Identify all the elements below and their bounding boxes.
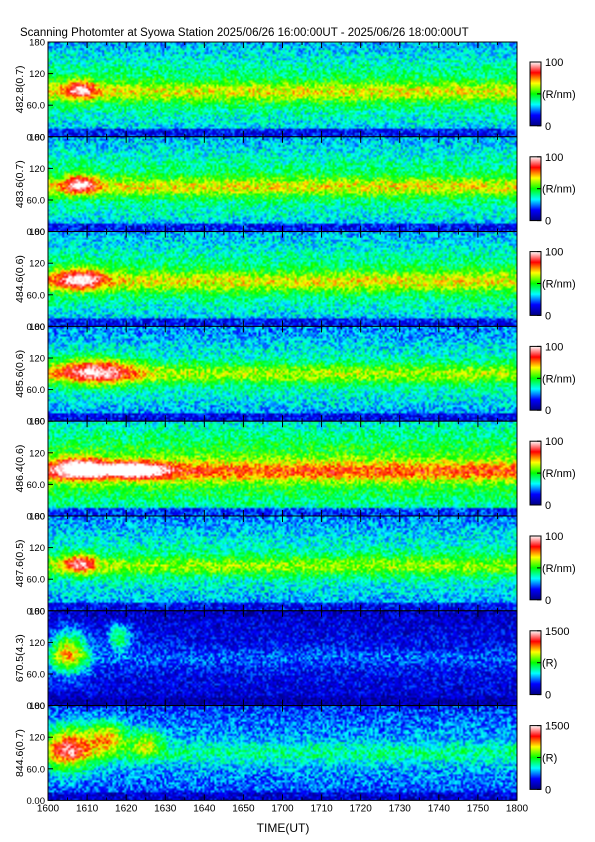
y-tick-label: 60.0 <box>27 575 46 586</box>
x-tick-label: 1620 <box>115 803 138 814</box>
panel-5: 0.00 60.0 120 180 486.4(0.6) 100 0 (R/nm) <box>14 417 576 523</box>
heatmap-image <box>48 231 517 327</box>
colorbar-min-label: 0 <box>545 121 551 133</box>
y-tick-label: 120 <box>29 448 45 459</box>
heatmap-image <box>48 326 517 422</box>
y-tick-label: 60.0 <box>27 196 46 207</box>
x-tick-label: 1700 <box>271 803 294 814</box>
y-tick-label: 0.00 <box>27 796 46 807</box>
y-axis-label: 483.6(0.7) <box>14 160 26 208</box>
y-tick-label: 60.0 <box>27 290 46 301</box>
colorbar-min-label: 0 <box>545 595 551 607</box>
y-axis-label: 486.4(0.6) <box>14 445 26 493</box>
colorbar-max-label: 100 <box>545 247 563 259</box>
x-tick-label: 1710 <box>310 803 333 814</box>
x-tick-label: 1650 <box>232 803 255 814</box>
chart-title: Scanning Photomter at Syowa Station 2025… <box>20 27 469 39</box>
panel-1: 0.00 60.0 120 180 482.8(0.7) 100 0 (R/nm) <box>14 38 576 144</box>
colorbar-max-label: 1500 <box>545 721 569 733</box>
x-tick-label: 1720 <box>350 803 373 814</box>
heatmap-image <box>48 516 517 611</box>
y-tick-label: 0.00 <box>27 227 46 238</box>
y-tick-label: 60.0 <box>27 764 46 775</box>
y-tick-label: 180 <box>29 227 45 238</box>
y-axis-label: 484.6(0.6) <box>14 255 26 303</box>
x-tick-label: 1610 <box>76 803 99 814</box>
heatmap-image <box>48 705 517 801</box>
heatmap-image <box>48 42 517 137</box>
y-tick-label: 180 <box>29 512 45 523</box>
colorbar-unit-label: (R/nm) <box>542 89 576 101</box>
colorbar-min-label: 0 <box>545 216 551 228</box>
x-axis: 1600 1610 1620 1630 1640 1650 1700 1710 1720 1730… <box>37 803 529 814</box>
colorbar-unit-label: (R/nm) <box>542 563 576 575</box>
x-tick-label: 1600 <box>37 803 60 814</box>
y-tick-label: 180 <box>29 417 45 428</box>
y-tick-label: 60.0 <box>27 480 46 491</box>
colorbar-max-label: 100 <box>545 531 563 543</box>
y-tick-label: 120 <box>29 69 45 80</box>
colorbar-max-label: 100 <box>545 341 563 353</box>
y-tick-label: 60.0 <box>27 385 46 396</box>
y-tick-label: 120 <box>29 733 45 744</box>
heatmap-image <box>48 136 517 232</box>
y-tick-label: 180 <box>29 132 45 143</box>
panel-3: 0.00 60.0 120 180 484.6(0.6) 100 0 (R/nm) <box>14 227 576 333</box>
y-axis-label: 485.6(0.6) <box>14 350 26 398</box>
colorbar-unit-label: (R/nm) <box>542 184 576 196</box>
y-tick-label: 0.00 <box>27 322 46 333</box>
heatmap-image <box>48 610 517 706</box>
colorbar-unit-label: (R/nm) <box>542 468 576 480</box>
y-tick-label: 180 <box>29 606 45 617</box>
y-tick-label: 0.00 <box>27 417 46 428</box>
colorbar-min-label: 0 <box>545 405 551 417</box>
y-tick-label: 180 <box>29 322 45 333</box>
x-tick-label: 1730 <box>389 803 412 814</box>
y-tick-label: 60.0 <box>27 101 46 112</box>
heatmap-image <box>48 421 517 516</box>
x-tick-label: 1750 <box>467 803 490 814</box>
colorbar-min-label: 0 <box>545 310 551 322</box>
y-axis-label: 487.6(0.5) <box>14 539 26 587</box>
panel-7: 0.00 60.0 120 180 670.5(4.3) 1500 0 (R) <box>14 606 569 712</box>
y-tick-label: 180 <box>29 701 45 712</box>
panel-8: 0.00 60.0 120 180 844.6(0.7) 1500 0 (R) <box>14 701 569 807</box>
y-axis-label: 670.5(4.3) <box>14 634 26 682</box>
panels: 0.00 60.0 120 180 482.8(0.7) 100 0 (R/nm) 0.00 60… <box>14 38 576 807</box>
y-tick-label: 0.00 <box>27 132 46 143</box>
colorbar-unit-label: (R/nm) <box>542 279 576 291</box>
colorbar-max-label: 100 <box>545 152 563 164</box>
x-tick-label: 1640 <box>193 803 216 814</box>
y-tick-label: 120 <box>29 164 45 175</box>
y-axis-label: 482.8(0.7) <box>14 65 26 113</box>
y-tick-label: 120 <box>29 354 45 365</box>
y-tick-label: 0.00 <box>27 701 46 712</box>
panel-2: 0.00 60.0 120 180 483.6(0.7) 100 0 (R/nm) <box>14 132 576 238</box>
x-axis-label: TIME(UT) <box>257 821 310 835</box>
x-tick-label: 1740 <box>428 803 451 814</box>
x-tick-label: 1800 <box>506 803 529 814</box>
panel-6: 0.00 60.0 120 180 487.6(0.5) 100 0 (R/nm) <box>14 512 576 618</box>
colorbar-max-label: 100 <box>545 57 563 69</box>
colorbar-unit-label: (R/nm) <box>542 373 576 385</box>
panel-4: 0.00 60.0 120 180 485.6(0.6) 100 0 (R/nm) <box>14 322 576 428</box>
y-tick-label: 120 <box>29 259 45 270</box>
y-tick-label: 120 <box>29 638 45 649</box>
colorbar-max-label: 100 <box>545 436 563 448</box>
colorbar-unit-label: (R) <box>542 658 557 670</box>
colorbar-min-label: 0 <box>545 500 551 512</box>
colorbar-max-label: 1500 <box>545 626 569 638</box>
x-tick-label: 1630 <box>154 803 177 814</box>
y-tick-label: 60.0 <box>27 670 46 681</box>
y-tick-label: 180 <box>29 38 45 49</box>
colorbar-unit-label: (R) <box>542 753 557 765</box>
colorbar-min-label: 0 <box>545 690 551 702</box>
y-tick-label: 120 <box>29 543 45 554</box>
colorbar-min-label: 0 <box>545 784 551 796</box>
y-tick-label: 0.00 <box>27 606 46 617</box>
y-axis-label: 844.6(0.7) <box>14 729 26 777</box>
y-tick-label: 0.00 <box>27 512 46 523</box>
